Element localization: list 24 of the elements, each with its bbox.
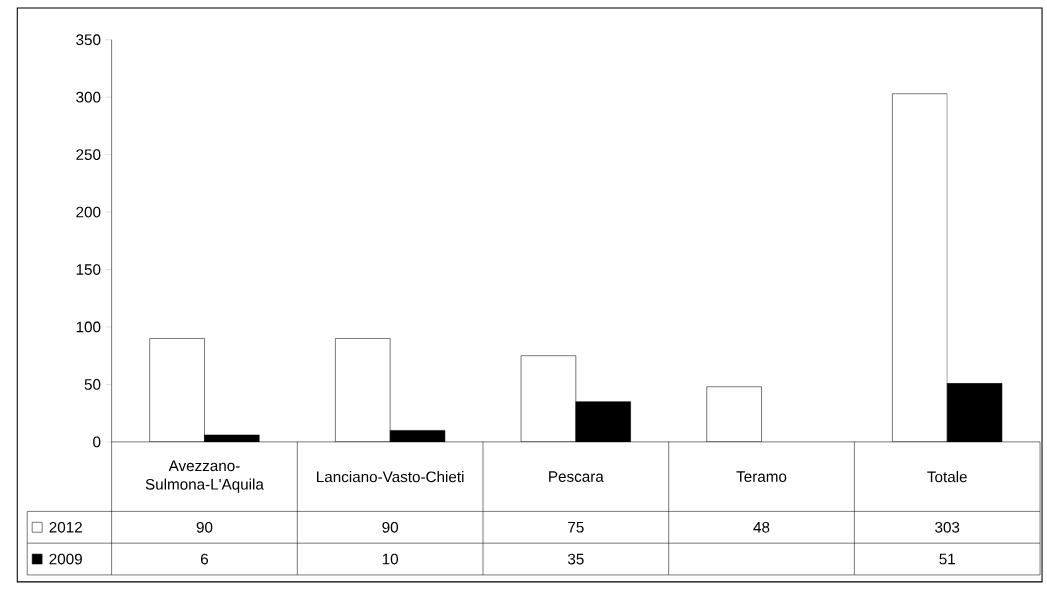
y-tick-label: 300 — [76, 91, 101, 103]
x-tick-label: Teramo — [736, 471, 787, 483]
legend-label: 2012 — [49, 521, 82, 533]
y-tick-label: 350 — [76, 34, 101, 46]
legend-label: 2009 — [49, 553, 82, 565]
y-tick-label: 150 — [76, 264, 101, 275]
y-tick-label: 100 — [76, 321, 101, 333]
x-tick-label: Totale — [927, 471, 967, 483]
data-label: 10 — [382, 553, 399, 565]
data-label: 6 — [201, 553, 209, 565]
x-tick-label: Pescara — [549, 471, 604, 483]
y-tick-label: 0 — [93, 436, 101, 448]
y-tick-label: 50 — [84, 379, 101, 390]
data-label: 75 — [568, 522, 584, 533]
y-tick-label: 250 — [76, 149, 101, 161]
data-label: 90 — [196, 521, 213, 533]
y-tick-label: 200 — [76, 206, 101, 218]
data-label: 51 — [939, 553, 955, 565]
data-label: 35 — [567, 553, 584, 565]
data-label: 48 — [753, 521, 770, 533]
data-label: 90 — [382, 521, 399, 533]
data-label: 303 — [935, 521, 960, 533]
x-tick-label: Lanciano-Vasto-Chieti — [317, 471, 464, 483]
x-tick-label: Avezzano-Sulmona-L'Aquila — [145, 460, 264, 493]
